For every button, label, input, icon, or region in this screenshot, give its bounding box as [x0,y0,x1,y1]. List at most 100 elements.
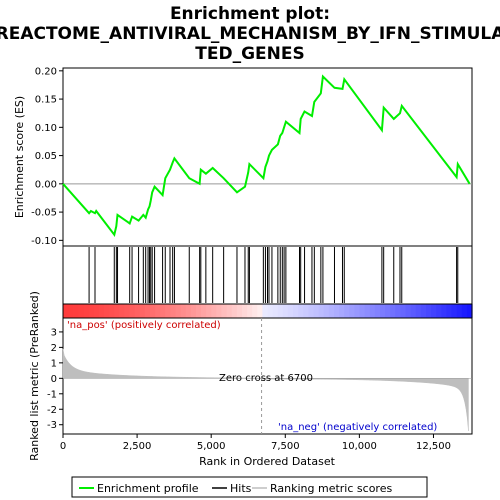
ranking-band-segment [441,304,448,318]
ranking-band-segment [257,304,263,318]
ranking-band-segment [211,304,217,318]
ranking-metric-area [62,348,469,432]
ranking-band-segment [287,304,294,318]
ranking-band-segment [165,304,171,318]
ranking-band-segment [364,304,371,318]
legend-enrichment-label: Enrichment profile [97,482,199,495]
ranking-band-segment [185,304,192,318]
ranking-band-segment [180,304,187,318]
es-y-tick-label: 0.10 [35,123,57,134]
ranking-band-segment [359,304,366,318]
ranking-band-segment [298,304,304,318]
ranking-band-segment [206,304,212,318]
ranking-band-segment [241,304,248,318]
ranking-color-band [62,303,473,319]
x-axis-label: Rank in Ordered Dataset [199,455,336,468]
ranking-band-segment [267,304,274,318]
ranking-band-segment [78,304,85,318]
ranking-band-segment [303,304,309,318]
ranking-band-segment [369,304,376,318]
ranking-band-segment [226,304,233,318]
ranking-band-segment [425,304,432,318]
x-tick-label: 7,500 [271,441,300,452]
enrichment-profile-line [62,74,471,237]
ranking-band-segment [410,304,417,318]
metric-y-tick-label: -2 [47,405,57,416]
es-y-tick-label: 0.15 [35,95,57,106]
ranking-band-segment [63,304,69,318]
metric-y-tick-label: 2 [51,343,57,354]
negative-correlation-label: 'na_neg' (negatively correlated) [278,422,437,433]
ranking-band-segment [262,304,269,318]
metric-y-tick-label: 3 [51,327,57,338]
ranking-band-segment [170,304,177,318]
es-y-axis: -0.10 -0.05 0.00 0.05 0.10 0.15 0.20 [31,66,63,247]
ranking-band-segment [160,304,166,318]
ranking-band-segment [405,304,412,318]
metric-y-tick-label: -1 [47,389,57,400]
ranking-band-segment [109,304,115,318]
legend-hits-label: Hits [230,482,252,495]
ranking-band-segment [83,304,90,318]
ranking-band-segment [456,304,463,318]
ranking-band-segment [461,304,468,318]
ranking-band-segment [420,304,427,318]
ranking-band-segment [395,304,402,318]
ranking-band-segment [221,304,228,318]
ranking-band-segment [323,304,330,318]
ranking-band-segment [119,304,125,318]
ranking-band-segment [129,304,136,318]
ranking-band-segment [436,304,442,318]
ranking-band-segment [277,304,284,318]
positive-correlation-label: 'na_pos' (positively correlated) [67,320,221,331]
ranking-band-segment [349,304,356,318]
ranking-band-segment [431,304,437,318]
ranking-band-segment [236,304,243,318]
ranking-band-segment [313,304,320,318]
ranking-band-segment [390,304,396,318]
ranking-band-segment [231,304,238,318]
metric-y-tick-label: 1 [51,358,57,369]
ranking-band-segment [195,304,202,318]
ranking-band-segment [466,304,473,318]
metric-y-tick-label: -3 [47,420,57,431]
x-tick-label: 10,000 [342,441,377,452]
ranking-band-segment [149,304,156,318]
ranking-band-segment [446,304,453,318]
ranking-band-segment [93,304,100,318]
ranking-band-segment [103,304,110,318]
ranking-band-segment [354,304,361,318]
ranking-band-segment [73,304,79,318]
ranking-band-segment [155,304,161,318]
ranking-band-segment [272,304,279,318]
ranking-band-segment [451,304,458,318]
ranking-band-segment [134,304,141,318]
ranking-band-segment [247,304,253,318]
ranking-band-segment [374,304,381,318]
ranking-band-segment [333,304,340,318]
ranking-band-segment [293,304,299,318]
ranking-band-segment [98,304,105,318]
ranking-band-segment [339,304,345,318]
es-y-tick-label: 0.00 [35,179,57,190]
legend-box [71,476,428,498]
ranking-band-segment [318,304,325,318]
ranking-band-segment [201,304,207,318]
ranking-band-segment [88,304,95,318]
ranking-band-segment [68,304,74,318]
ranking-band-segment [139,304,146,318]
es-y-tick-label: -0.05 [31,208,57,219]
ranking-band-segment [379,304,386,318]
ranking-band-segment [175,304,182,318]
hits-markers [88,247,459,303]
zero-cross-label: Zero cross at 6700 [219,373,313,384]
es-y-tick-label: 0.05 [35,151,57,162]
x-tick-label: 12,500 [416,441,451,452]
x-tick-label: 2,500 [123,441,152,452]
x-tick-label: 5,000 [197,441,226,452]
ranking-band-segment [144,304,151,318]
legend-metric-label: Ranking metric scores [270,482,392,495]
chart-title-line3: TED_GENES [195,44,304,64]
metric-y-axis-label: Ranked list metric (PreRanked) [28,291,41,461]
